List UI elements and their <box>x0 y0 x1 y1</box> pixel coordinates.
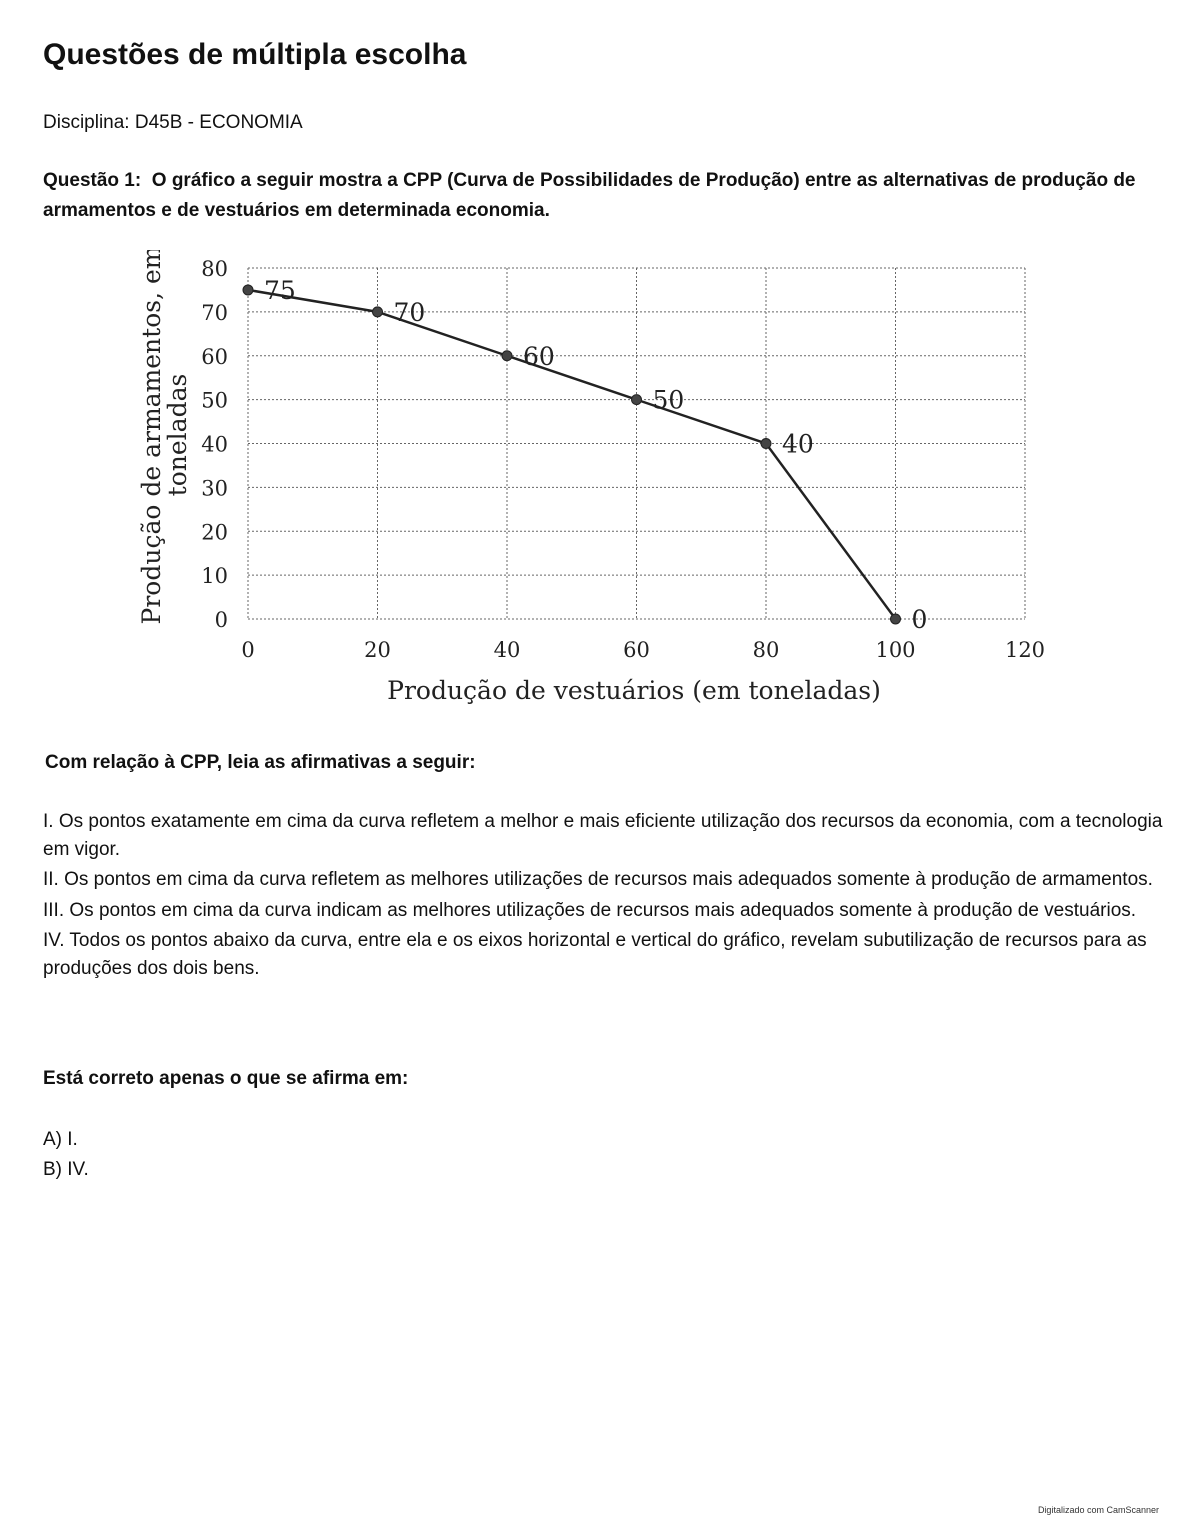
y-tick-label: 30 <box>201 476 228 500</box>
data-point <box>890 613 901 625</box>
data-point <box>631 394 642 406</box>
y-ticks: 0 10 20 30 40 50 60 70 80 <box>201 257 228 632</box>
x-tick-label: 100 <box>875 638 915 662</box>
answer-options: A) I. B) IV. <box>43 1125 89 1185</box>
option-a[interactable]: A) I. <box>43 1129 78 1150</box>
ppc-line <box>247 288 897 620</box>
statement-1: I. Os pontos exatamente em cima da curva… <box>43 811 1163 860</box>
x-tick-label: 0 <box>241 638 254 662</box>
scanner-watermark: Digitalizado com CamScanner <box>1037 1505 1159 1515</box>
y-tick-label: 40 <box>201 433 228 457</box>
data-label: 50 <box>653 386 685 415</box>
data-point <box>501 350 513 362</box>
data-point <box>760 438 772 449</box>
x-axis-label: Produção de vestuários (em toneladas) <box>387 676 881 705</box>
y-tick-label: 70 <box>201 301 228 325</box>
y-tick-label: 20 <box>201 520 228 544</box>
ppc-chart: 0 10 20 30 40 50 60 70 80 0 20 40 60 80 100 120 75 70 60… <box>137 250 1045 705</box>
y-tick-label: 10 <box>201 564 228 588</box>
data-label: 75 <box>264 276 296 305</box>
x-tick-label: 40 <box>494 638 521 662</box>
y-axis-label-line-1: Produção de armamentos, em <box>137 250 166 624</box>
y-tick-label: 50 <box>201 389 228 413</box>
x-tick-label: 120 <box>1005 638 1045 662</box>
data-label: 0 <box>912 605 928 634</box>
question-text: O gráfico a seguir mostra a CPP (Curva d… <box>43 170 1136 221</box>
discipline: Disciplina: D45B - ECONOMIA <box>43 112 303 133</box>
question-1: Questão 1: O gráfico a seguir mostra a C… <box>43 166 1143 226</box>
data-label: 40 <box>782 430 814 459</box>
y-tick-label: 60 <box>201 345 228 369</box>
statement-4: IV. Todos os pontos abaixo da curva, ent… <box>43 930 1147 979</box>
statement-2: II. Os pontos em cima da curva refletem … <box>43 869 1153 890</box>
data-labels: 75 70 60 50 40 0 <box>264 276 927 634</box>
data-point <box>242 284 254 296</box>
data-label: 70 <box>394 298 426 327</box>
data-label: 60 <box>523 342 555 371</box>
x-tick-label: 20 <box>364 638 391 662</box>
y-axis-label-line-2: toneladas <box>163 374 192 497</box>
question-label: Questão 1: <box>43 170 142 191</box>
x-tick-label: 80 <box>753 638 780 662</box>
y-tick-label: 80 <box>201 257 228 281</box>
page-title: Questões de múltipla escolha <box>43 38 467 71</box>
statement-3: III. Os pontos em cima da curva indicam … <box>43 899 1137 921</box>
data-point <box>372 306 383 318</box>
x-ticks: 0 20 40 60 80 100 120 <box>241 638 1045 662</box>
statements-lead: Com relação à CPP, leia as afirmativas a… <box>45 752 476 773</box>
grid <box>247 267 1026 620</box>
y-axis-label: Produção de armamentos, em toneladas <box>137 250 192 624</box>
y-tick-label: 0 <box>215 608 228 632</box>
option-b[interactable]: B) IV. <box>43 1159 89 1180</box>
answer-prompt: Está correto apenas o que se afirma em: <box>43 1068 409 1089</box>
x-tick-label: 60 <box>623 638 650 662</box>
statements-list: I. Os pontos exatamente em cima da curva… <box>43 808 1168 985</box>
data-points <box>242 284 901 625</box>
